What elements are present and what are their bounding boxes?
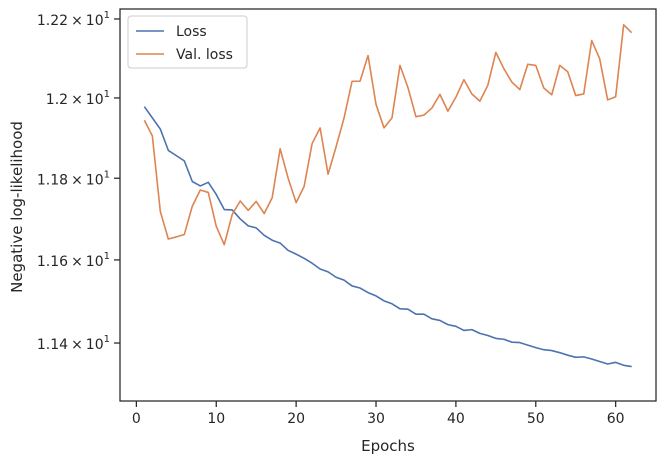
y-tick-base: 10 [86, 254, 104, 270]
y-tick: 1.14 × 101 [37, 334, 120, 353]
legend-label-val-loss: Val. loss [176, 47, 233, 63]
y-tick-times: × [71, 172, 83, 188]
y-tick: 1.16 × 101 [37, 251, 120, 270]
svg-text:30: 30 [367, 411, 385, 427]
svg-text:10: 10 [207, 411, 225, 427]
plot-area [120, 9, 656, 401]
legend: Loss Val. loss [127, 15, 248, 69]
y-tick-mantissa: 1.22 [37, 13, 68, 29]
y-tick-exponent: 1 [104, 89, 110, 100]
y-tick: 1.2 × 101 [46, 89, 120, 108]
y-tick-mantissa: 1.14 [37, 337, 68, 353]
y-tick-times: × [71, 254, 83, 270]
x-tick: 50 [527, 401, 545, 427]
y-tick-times: × [71, 337, 83, 353]
y-tick-exponent: 1 [104, 10, 110, 21]
svg-text:60: 60 [607, 411, 625, 427]
y-tick-times: × [71, 13, 83, 29]
legend-label-loss: Loss [176, 24, 207, 40]
svg-text:1.18×101: 1.18 × 101 [37, 169, 110, 188]
y-tick-mantissa: 1.18 [37, 172, 68, 188]
y-tick-mantissa: 1.2 [46, 92, 68, 108]
svg-text:1.2×101: 1.2 × 101 [46, 89, 110, 108]
y-tick-exponent: 1 [104, 334, 110, 345]
y-tick-base: 10 [86, 337, 104, 353]
y-tick: 1.22 × 101 [37, 10, 120, 29]
y-axis-title: Negative log-likelihood [8, 121, 26, 293]
plot-lines [143, 24, 633, 368]
x-tick: 10 [207, 401, 225, 427]
x-tick: 20 [287, 401, 305, 427]
series-line-val-loss [143, 24, 633, 246]
x-tick: 60 [607, 401, 625, 427]
svg-text:20: 20 [287, 411, 305, 427]
x-tick: 30 [367, 401, 385, 427]
x-axis: 0 10 20 30 40 50 60 [132, 401, 625, 427]
y-tick: 1.18 × 101 [37, 169, 120, 188]
svg-text:1.14×101: 1.14 × 101 [37, 334, 110, 353]
y-tick-base: 10 [86, 172, 104, 188]
svg-text:1.16×101: 1.16 × 101 [37, 251, 110, 270]
x-tick: 0 [132, 401, 141, 427]
svg-text:0: 0 [132, 411, 141, 427]
x-tick: 40 [447, 401, 465, 427]
y-tick-exponent: 1 [104, 169, 110, 180]
y-axis: 1.14 × 101 1.16 × 101 1.18 × 101 1.2 × 101 1.22 ×… [37, 10, 120, 353]
y-tick-mantissa: 1.16 [37, 254, 68, 270]
series-line-loss [143, 106, 632, 368]
svg-text:50: 50 [527, 411, 545, 427]
y-tick-base: 10 [86, 13, 104, 29]
svg-text:40: 40 [447, 411, 465, 427]
axes-frame [119, 8, 657, 402]
svg-text:1.22×101: 1.22 × 101 [37, 10, 110, 29]
y-tick-exponent: 1 [104, 251, 110, 262]
y-tick-times: × [71, 92, 83, 108]
y-tick-base: 10 [86, 92, 104, 108]
legend-box [127, 15, 248, 69]
x-axis-title: Epochs [361, 437, 415, 455]
